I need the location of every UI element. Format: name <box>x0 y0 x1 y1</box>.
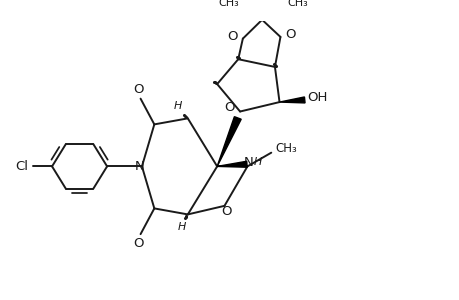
Text: H: H <box>253 157 261 167</box>
Text: OH: OH <box>307 91 327 104</box>
Text: O: O <box>285 28 295 41</box>
Text: CH₃: CH₃ <box>287 0 308 8</box>
Text: CH₃: CH₃ <box>218 0 239 8</box>
Polygon shape <box>217 117 241 166</box>
Text: N: N <box>134 160 144 173</box>
Text: O: O <box>133 237 144 250</box>
Text: Cl: Cl <box>16 160 28 173</box>
Text: O: O <box>221 205 231 218</box>
Polygon shape <box>279 97 304 103</box>
Text: O: O <box>227 30 237 43</box>
Text: CH₃: CH₃ <box>274 142 296 155</box>
Text: O: O <box>133 83 144 96</box>
Polygon shape <box>217 161 246 167</box>
Text: H: H <box>178 222 186 232</box>
Text: N: N <box>243 157 252 169</box>
Text: H: H <box>173 101 181 111</box>
Text: O: O <box>224 101 234 114</box>
